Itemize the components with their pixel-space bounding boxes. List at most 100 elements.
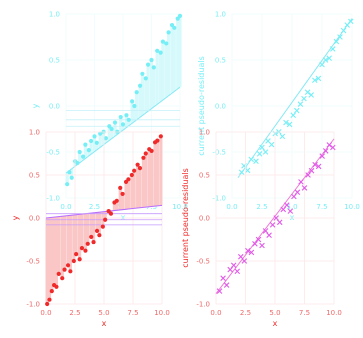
data-point [337,34,343,40]
data-point [330,46,336,52]
data-point [276,219,283,226]
x-tick-label: 10.0 [172,203,188,211]
data-point [89,234,94,240]
data-point [94,228,100,233]
data-point [134,90,139,95]
data-point [294,189,301,195]
data-point [155,138,160,143]
data-point [223,282,230,288]
y-axis-title: y [11,215,20,220]
data-point [248,156,254,163]
data-point [88,138,94,144]
data-point [268,141,275,148]
y-tick-label: 0.0 [29,215,40,223]
data-point [103,136,108,141]
data-point [287,208,294,214]
data-point [269,222,276,228]
data-point [140,71,145,76]
data-point [284,202,290,208]
x-tick-label: 2.5 [69,309,80,317]
y-tick-label: 0.0 [49,103,60,111]
data-point [175,16,180,21]
x-tick-label: 10.0 [344,203,360,211]
y-tick-label: -0.5 [196,258,210,266]
x-tick-label: 2.5 [240,309,251,317]
current-iteration-layer: 0.0 2.5 5.0 7.5 10.0 -1.0 -0.5 0.0 0.5 1.0 x y 0.0 2.… [11,129,342,329]
data-point [56,271,61,276]
x-axis-title: x [102,319,107,328]
data-point [259,144,265,151]
y-tick-label: 1.0 [29,129,40,137]
data-point [86,148,91,153]
fit-line [237,18,353,179]
y-tick-label: -0.5 [26,258,40,266]
data-point [149,148,154,154]
data-point [297,101,304,107]
data-point [65,263,71,268]
data-point [143,76,148,81]
data-point [91,239,96,245]
data-point [241,258,248,264]
data-point [262,149,269,155]
data-point [266,232,272,238]
x-tick-label: 0.0 [226,203,237,211]
data-point [130,99,135,104]
data-point [97,233,102,238]
x-tick-label: 2.5 [256,203,267,211]
x-tick-label: 5.0 [286,203,297,211]
data-point [145,62,151,67]
data-point [100,224,105,229]
data-point [304,89,311,95]
data-point [319,61,325,68]
data-point [308,167,315,174]
x-tick-label: 7.5 [299,309,310,317]
data-point [126,177,131,182]
data-point [120,191,125,197]
data-point [164,41,169,46]
y-tick-label: 0.0 [199,215,210,223]
data-point [126,117,131,122]
x-tick-label: 10.0 [326,309,342,317]
x-tick-label: 0.0 [210,309,221,317]
x-tick-label: 0.0 [60,203,71,211]
data-point [283,119,289,126]
data-point [333,38,340,45]
y-tick-label: 0.5 [29,172,40,180]
panel-back-right: 0.0 2.5 5.0 7.5 10.0 -1.0 -0.5 0.0 0.5 1.0 x curren… [197,11,360,223]
data-point [294,107,300,114]
data-point [79,246,85,251]
data-point [315,75,322,82]
data-point [312,161,318,168]
x-tick-label: 7.5 [316,203,327,211]
x-axis-title: x [273,319,278,328]
y-tick-label: 1.0 [199,129,210,137]
data-point [326,142,333,148]
data-point [71,258,76,264]
data-point [107,124,112,129]
data-point [75,160,80,166]
data-point [47,297,52,302]
data-point [220,275,226,281]
data-point [54,284,59,289]
y-tick-label: -1.0 [196,301,210,309]
y-axis-title: current pseudo-residuals [197,56,206,156]
y-tick-label: 0.5 [215,57,226,65]
data-point [83,142,88,147]
data-point [81,154,86,159]
data-point [326,55,332,61]
data-point [65,182,70,187]
data-point [216,288,223,294]
y-tick-label: -1.0 [46,195,60,203]
panel-front-left: 0.0 2.5 5.0 7.5 10.0 -1.0 -0.5 0.0 0.5 1.0 x y [11,129,170,329]
y-tick-label: 1.0 [215,11,226,19]
data-point [169,22,175,28]
data-point [308,92,314,98]
data-point [98,131,103,136]
data-point [143,151,148,156]
data-point [348,18,354,25]
fit-line [65,86,181,174]
data-point [85,241,90,246]
y-tick-label: 1.0 [49,11,60,19]
y-tick-label: -0.5 [46,149,60,157]
